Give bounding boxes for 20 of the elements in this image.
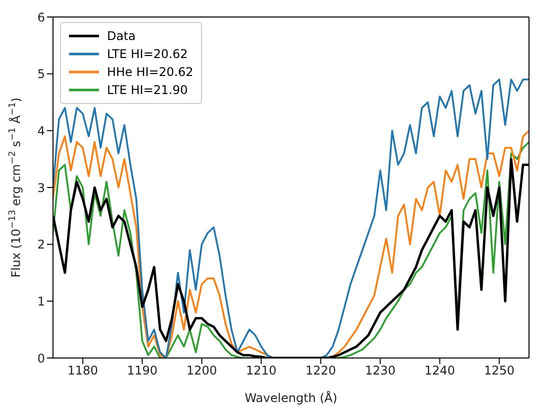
x-tick-label: 1240 xyxy=(424,364,456,378)
legend-label: LTE HI=21.90 xyxy=(107,83,188,97)
x-tick-label: 1250 xyxy=(484,364,515,378)
y-tick-label: 6 xyxy=(37,10,45,24)
x-tick-label: 1220 xyxy=(305,364,336,378)
x-tick-label: 1200 xyxy=(186,364,218,378)
y-tick-label: 1 xyxy=(37,294,45,308)
x-tick-label: 1230 xyxy=(364,364,396,378)
legend-label: Data xyxy=(107,29,136,43)
x-tick-label: 1190 xyxy=(126,364,158,378)
x-tick-label: 1210 xyxy=(246,364,277,378)
x-axis-title: Wavelength (Å) xyxy=(244,390,338,405)
y-tick-label: 0 xyxy=(37,351,45,366)
legend-label: LTE HI=20.62 xyxy=(107,47,188,61)
legend-label: HHe HI=20.62 xyxy=(107,65,194,79)
y-tick-label: 4 xyxy=(37,124,45,138)
y-tick-label: 2 xyxy=(37,238,45,252)
x-tick-label: 1180 xyxy=(67,364,98,378)
y-tick-label: 3 xyxy=(37,180,45,195)
y-tick-label: 5 xyxy=(37,67,45,82)
